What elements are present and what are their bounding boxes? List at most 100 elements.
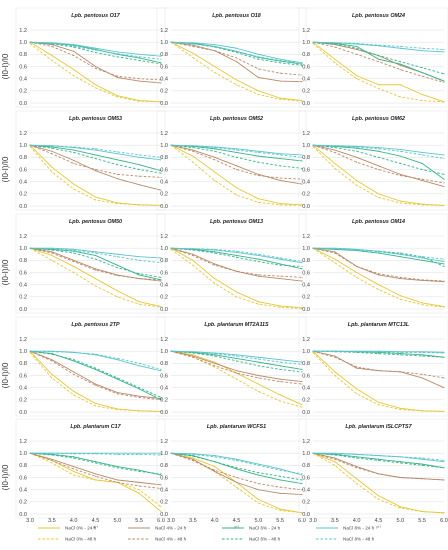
- data-point: [138, 396, 140, 398]
- data-point: [399, 155, 401, 157]
- y-axis-label: (I0-I)/I0: [1, 259, 10, 285]
- data-point: [235, 270, 238, 272]
- data-point: [279, 508, 281, 510]
- data-point: [301, 361, 303, 363]
- legend-label: NaCl 8% - 48 h: [343, 537, 375, 542]
- data-point: [235, 194, 238, 196]
- data-point: [377, 150, 380, 152]
- series-line: [170, 41, 303, 65]
- data-point: [214, 263, 216, 265]
- data-point: [192, 42, 194, 44]
- data-point: [170, 350, 172, 352]
- data-point: [301, 368, 303, 370]
- data-point: [94, 65, 97, 68]
- y-tick-label: 0.2: [19, 398, 27, 404]
- data-point: [138, 100, 140, 102]
- data-point: [138, 395, 140, 397]
- y-tick-label: 0.6: [19, 270, 27, 276]
- data-point: [334, 248, 336, 250]
- data-point: [235, 459, 238, 462]
- data-point: [356, 184, 358, 186]
- data-point: [160, 172, 162, 174]
- y-tick-label: 0.0: [160, 101, 168, 107]
- data-point: [214, 72, 216, 74]
- data-point: [235, 378, 238, 380]
- y-tick-label: 0.4: [160, 487, 168, 493]
- data-point: [138, 274, 140, 276]
- y-tick-label: 1.2: [160, 28, 168, 34]
- data-point: [214, 179, 216, 181]
- data-point: [443, 204, 445, 206]
- data-point: [29, 144, 31, 146]
- data-point: [116, 479, 118, 481]
- data-point: [334, 355, 336, 357]
- data-point: [421, 47, 423, 49]
- panel-title: Lpb. plantarum C17: [70, 424, 121, 430]
- data-point: [235, 148, 238, 150]
- y-tick-label: 0.2: [160, 500, 168, 506]
- data-point: [235, 51, 238, 54]
- legend-label: NaCl 4% - 24 h: [155, 526, 187, 531]
- data-point: [279, 365, 281, 367]
- data-point: [73, 466, 75, 468]
- x-tick-label: 6.0: [440, 518, 448, 524]
- data-point: [356, 351, 358, 353]
- y-tick-label: 0.8: [160, 361, 168, 367]
- data-point: [160, 82, 162, 84]
- data-point: [356, 467, 358, 469]
- data-point: [214, 251, 216, 253]
- data-point: [421, 50, 423, 52]
- series-line: [312, 43, 445, 103]
- data-point: [235, 458, 238, 460]
- data-point: [301, 276, 303, 278]
- data-point: [73, 351, 75, 353]
- data-point: [356, 466, 358, 468]
- data-point: [51, 458, 53, 460]
- data-point: [356, 388, 358, 390]
- data-point: [257, 474, 259, 476]
- y-tick-label: 1.2: [19, 234, 27, 240]
- data-point: [421, 100, 423, 102]
- panel-frame: [298, 418, 448, 519]
- data-point: [160, 454, 162, 456]
- data-point: [235, 250, 238, 252]
- data-point: [235, 84, 238, 86]
- data-point: [421, 259, 423, 261]
- data-point: [235, 360, 238, 362]
- data-point: [377, 495, 380, 497]
- data-point: [116, 391, 118, 394]
- data-point: [51, 360, 53, 362]
- data-point: [334, 251, 336, 253]
- data-point: [443, 178, 445, 180]
- y-tick-label: 0.4: [19, 487, 27, 493]
- series-line: [312, 452, 445, 514]
- data-point: [116, 290, 118, 292]
- data-point: [279, 154, 281, 156]
- data-point: [116, 96, 118, 98]
- data-point: [170, 248, 172, 250]
- data-point: [73, 371, 75, 373]
- data-point: [377, 193, 380, 195]
- legend-label: NaCl 0% - 24 h: [65, 526, 97, 531]
- y-tick-label: 0.4: [302, 282, 310, 288]
- data-point: [192, 161, 194, 163]
- data-point: [160, 176, 162, 178]
- data-point: [334, 145, 336, 147]
- y-tick-label: 0.4: [302, 385, 310, 391]
- data-point: [257, 383, 259, 385]
- data-point: [334, 46, 336, 48]
- data-point: [443, 306, 445, 308]
- data-point: [170, 247, 172, 249]
- data-point: [51, 166, 53, 168]
- data-point: [116, 53, 118, 55]
- data-point: [160, 410, 162, 412]
- y-tick-label: 0.2: [302, 500, 310, 506]
- data-point: [160, 62, 162, 64]
- data-point: [192, 45, 194, 47]
- data-point: [138, 278, 140, 280]
- y-axis-label: (I0-I)/I0: [1, 464, 10, 490]
- data-point: [279, 179, 281, 181]
- data-point: [399, 351, 401, 353]
- data-point: [192, 52, 194, 54]
- data-point: [356, 271, 358, 274]
